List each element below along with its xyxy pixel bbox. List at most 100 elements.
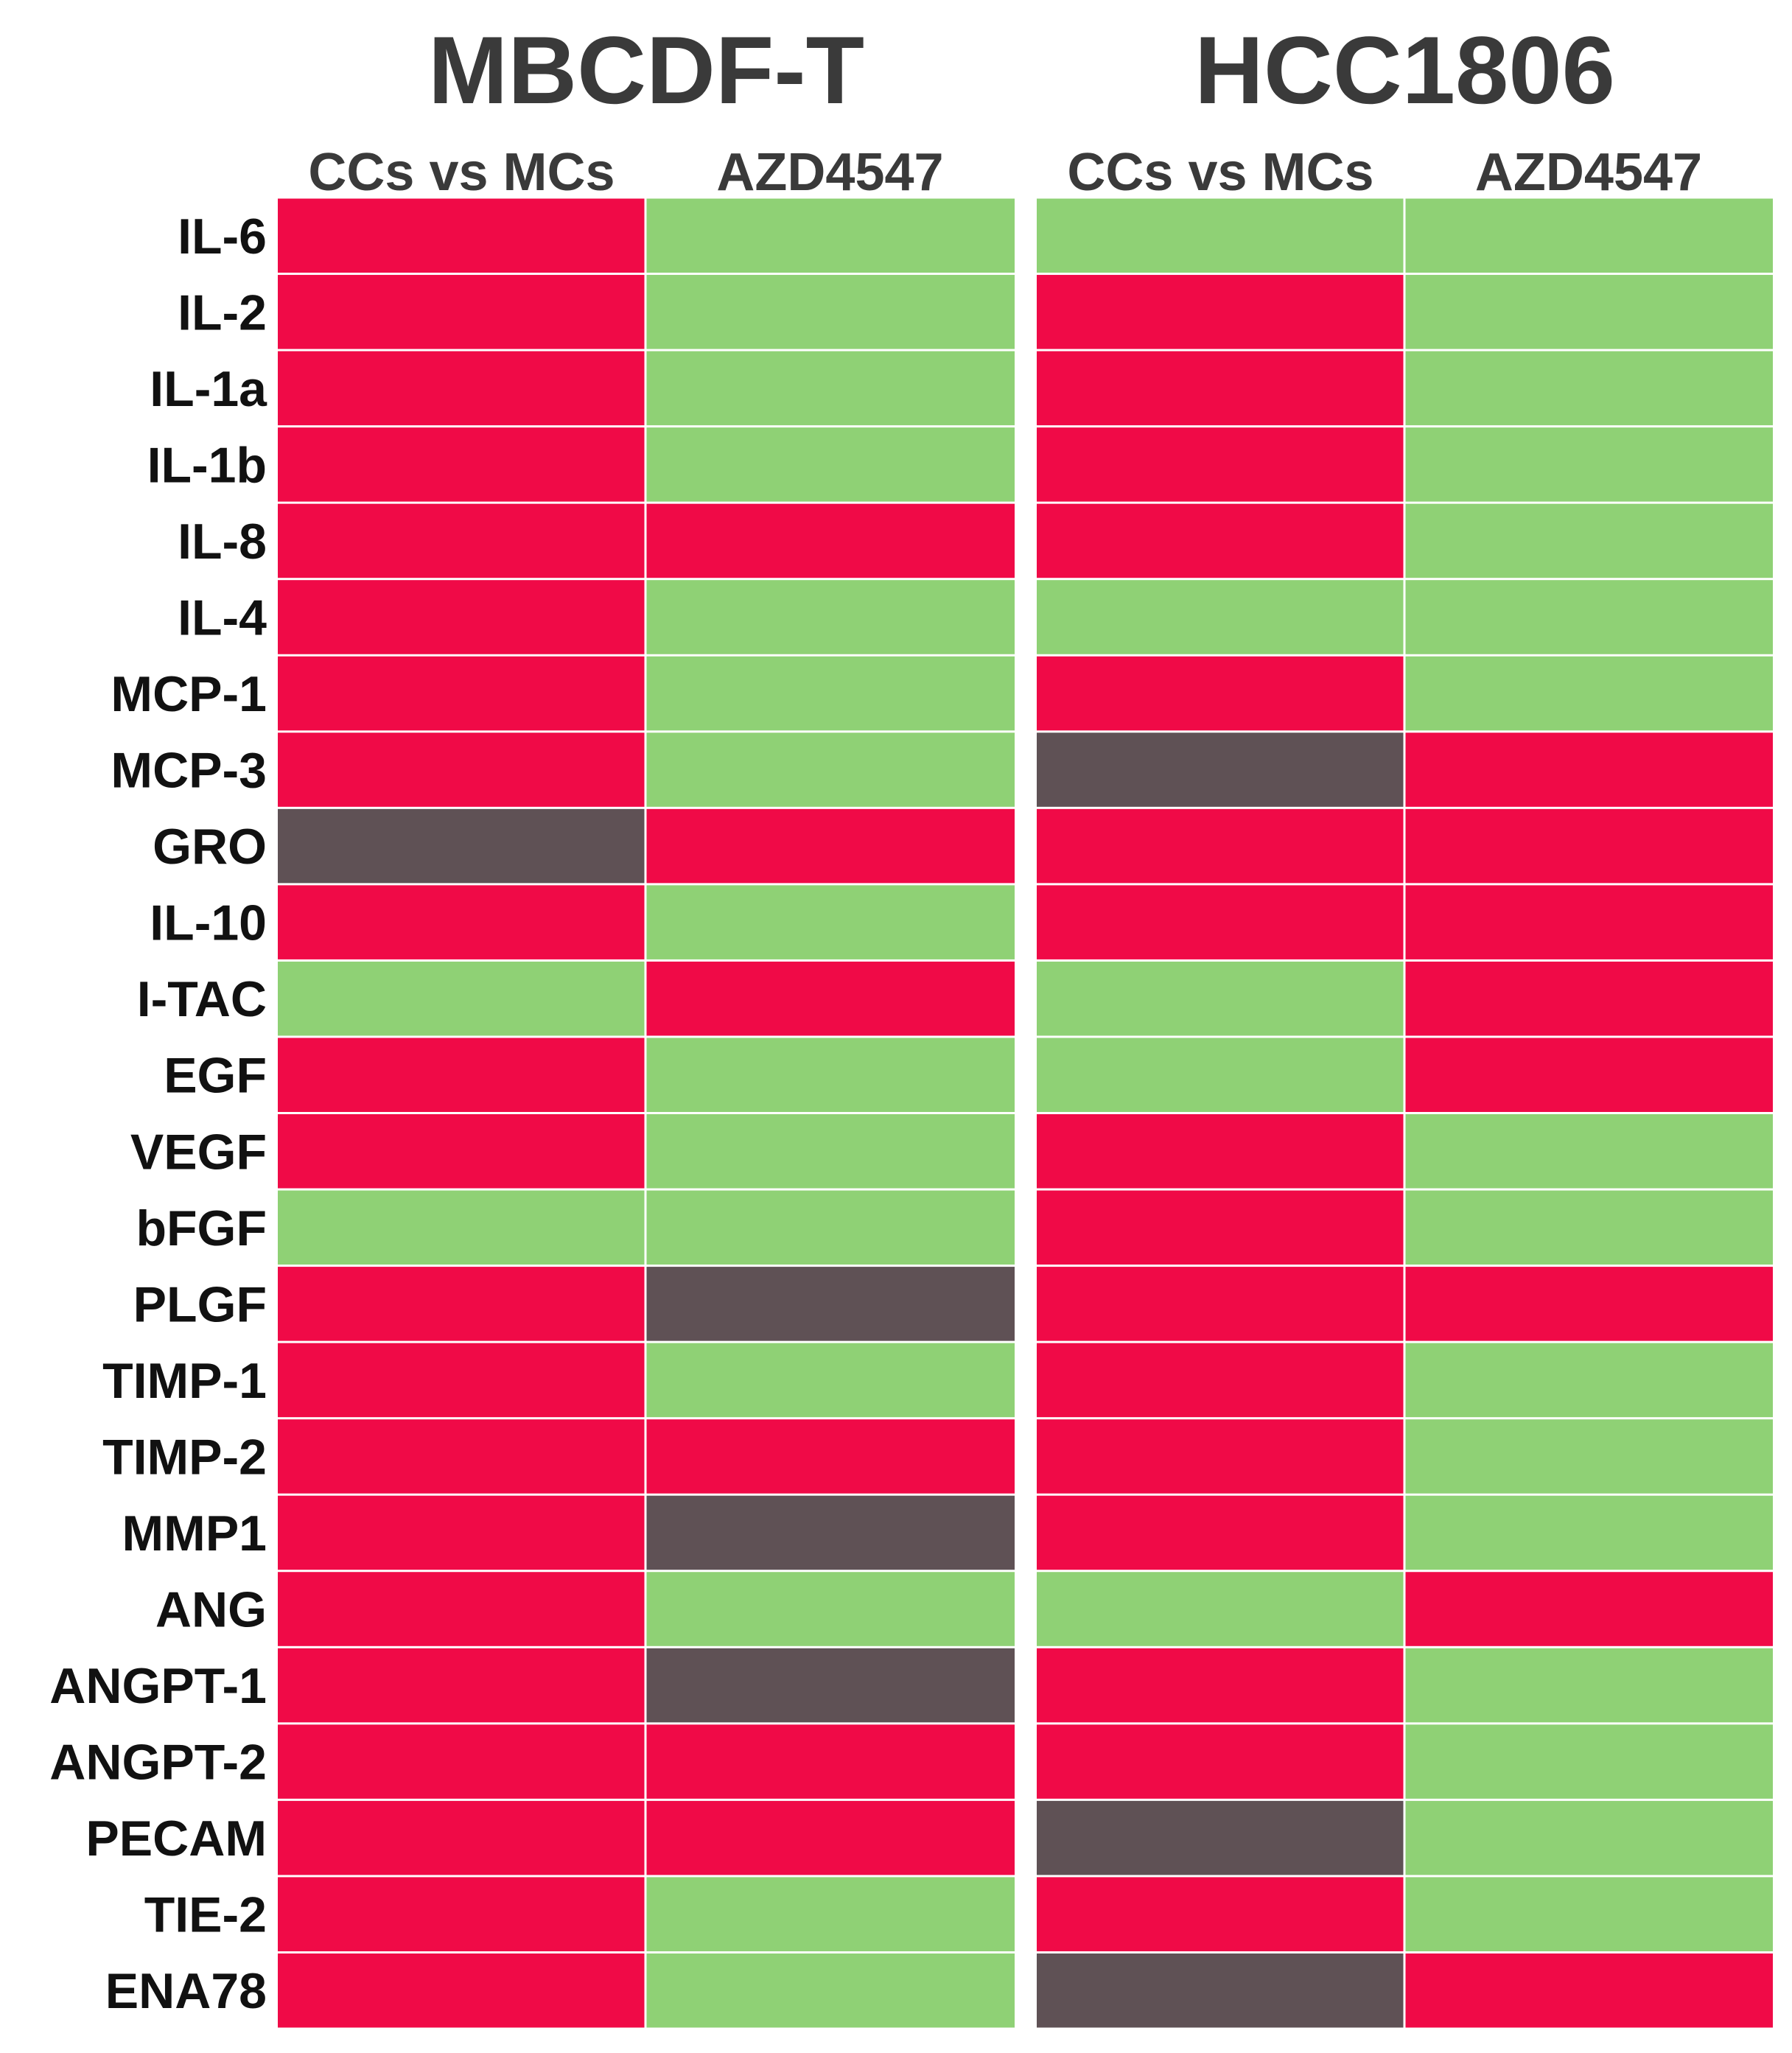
heatmap-cell-14-1 [646,1267,1015,1341]
heatmap-cell-18-3 [1405,1572,1773,1646]
heatmap-cell-19-2 [1037,1648,1404,1723]
heatmap-cell-20-2 [1037,1724,1404,1799]
heatmap-cell-20-3 [1405,1724,1773,1799]
heatmap-cell-5-0 [278,580,645,654]
row-label-5: IL-4 [178,590,267,646]
row-label-16: TIMP-2 [102,1429,267,1485]
heatmap-cell-6-1 [646,656,1015,731]
heatmap-cell-4-1 [646,503,1015,578]
heatmap-cell-12-2 [1037,1114,1404,1189]
group-title-1: HCC1806 [1194,16,1615,124]
heatmap-cell-16-1 [646,1419,1015,1494]
heatmap-cell-10-1 [646,961,1015,1036]
heatmap-cell-4-2 [1037,503,1404,578]
heatmap-cell-3-3 [1405,427,1773,502]
heatmap-cell-16-2 [1037,1419,1404,1494]
heatmap-cell-23-2 [1037,1953,1404,2028]
heatmap-cell-15-0 [278,1343,645,1418]
group-title-0: MBCDF-T [428,16,864,124]
heatmap-cell-6-0 [278,656,645,731]
heatmap-cell-4-3 [1405,503,1773,578]
heatmap-cell-17-2 [1037,1495,1404,1570]
heatmap-cell-7-0 [278,732,645,807]
row-label-9: IL-10 [150,895,267,951]
heatmap-cell-14-0 [278,1267,645,1341]
heatmap-cell-1-1 [646,275,1015,349]
row-label-17: MMP1 [122,1505,267,1561]
heatmap-cell-10-2 [1037,961,1404,1036]
row-label-18: ANG [155,1582,267,1638]
heatmap-cell-2-1 [646,351,1015,426]
heatmap-cell-15-2 [1037,1343,1404,1418]
column-label-1: AZD4547 [716,143,943,202]
column-label-2: CCs vs MCs [1067,143,1373,202]
heatmap-cell-17-0 [278,1495,645,1570]
heatmap-cell-18-2 [1037,1572,1404,1646]
heatmap-cell-13-0 [278,1190,645,1265]
column-label-3: AZD4547 [1475,143,1702,202]
row-label-14: PLGF [133,1276,267,1332]
heatmap-cell-9-1 [646,885,1015,959]
heatmap-cell-1-2 [1037,275,1404,349]
heatmap-cell-20-0 [278,1724,645,1799]
heatmap-cell-18-1 [646,1572,1015,1646]
heatmap-cell-10-3 [1405,961,1773,1036]
heatmap-cell-1-3 [1405,275,1773,349]
row-label-8: GRO [153,819,267,875]
heatmap-cell-19-1 [646,1648,1015,1723]
heatmap-cell-20-1 [646,1724,1015,1799]
heatmap-cell-12-3 [1405,1114,1773,1189]
heatmap-cell-0-3 [1405,198,1773,273]
heatmap-cell-17-1 [646,1495,1015,1570]
heatmap-cell-1-0 [278,275,645,349]
heatmap-cell-14-3 [1405,1267,1773,1341]
heatmap-cell-18-0 [278,1572,645,1646]
heatmap-cell-8-3 [1405,808,1773,884]
heatmap-cell-8-2 [1037,808,1404,884]
heatmap-cell-22-2 [1037,1877,1404,1951]
row-label-20: ANGPT-2 [49,1735,267,1791]
heatmap-cell-3-0 [278,427,645,502]
heatmap-cell-0-1 [646,198,1015,273]
heatmap-cell-9-3 [1405,885,1773,959]
heatmap-cell-8-0 [278,808,645,884]
heatmap-cell-7-3 [1405,732,1773,807]
row-label-13: bFGF [136,1200,267,1256]
heatmap-cell-21-0 [278,1800,645,1875]
row-label-2: IL-1a [150,361,267,417]
row-label-21: PECAM [85,1811,267,1867]
heatmap-cell-2-0 [278,351,645,426]
row-label-1: IL-2 [178,284,267,340]
heatmap-cell-19-3 [1405,1648,1773,1723]
heatmap-cell-13-3 [1405,1190,1773,1265]
heatmap-cell-4-0 [278,503,645,578]
heatmap-cell-2-2 [1037,351,1404,426]
row-label-7: MCP-3 [111,743,267,799]
heatmap-cell-22-1 [646,1877,1015,1951]
row-label-6: MCP-1 [111,666,267,722]
heatmap-cell-11-0 [278,1038,645,1112]
heatmap-cell-3-1 [646,427,1015,502]
heatmap-cell-0-0 [278,198,645,273]
row-label-19: ANGPT-1 [49,1658,267,1714]
heatmap-cell-8-1 [646,808,1015,884]
row-label-11: EGF [164,1048,267,1104]
heatmap-cell-11-2 [1037,1038,1404,1112]
row-label-22: TIE-2 [144,1887,267,1943]
heatmap-cell-10-0 [278,961,645,1036]
heatmap-cell-0-2 [1037,198,1404,273]
heatmap-cell-23-1 [646,1953,1015,2028]
heatmap-cell-15-1 [646,1343,1015,1418]
heatmap-cell-6-3 [1405,656,1773,731]
heatmap-cell-13-1 [646,1190,1015,1265]
row-label-3: IL-1b [147,437,267,493]
heatmap-cell-6-2 [1037,656,1404,731]
heatmap-cell-11-1 [646,1038,1015,1112]
heatmap-cell-21-1 [646,1800,1015,1875]
heatmap-cell-12-1 [646,1114,1015,1189]
column-label-0: CCs vs MCs [308,143,615,202]
heatmap-cell-17-3 [1405,1495,1773,1570]
row-label-15: TIMP-1 [102,1353,267,1409]
heatmap-cell-15-3 [1405,1343,1773,1418]
